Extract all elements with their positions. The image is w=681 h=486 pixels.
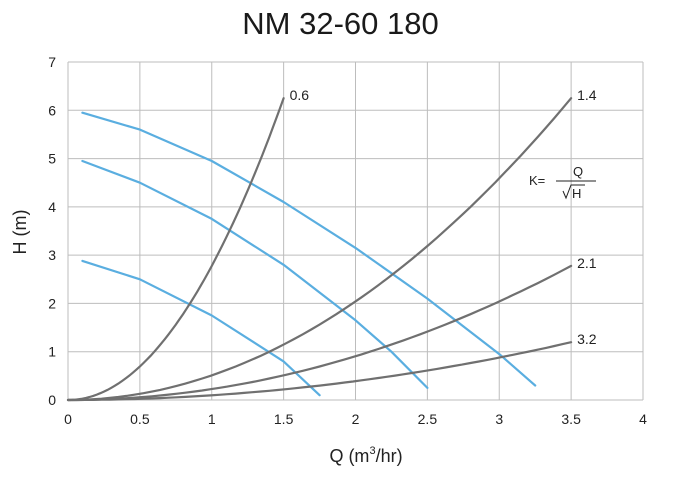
sqrt-sign: [562, 184, 585, 200]
system-curve-1.4: [66, 97, 573, 402]
system-curve-label: 2.1: [577, 255, 597, 271]
y-tick-label: 1: [48, 344, 56, 360]
x-tick-label: 0.5: [130, 411, 150, 427]
curve-labels: 0.6 1.4 2.1 3.2: [290, 87, 597, 347]
y-axis-label: H (m): [10, 210, 30, 255]
x-tick-label: 3.5: [561, 411, 581, 427]
system-curve-label: 3.2: [577, 331, 597, 347]
system-curve-0.6: [66, 97, 285, 402]
k-formula-numerator: Q: [573, 164, 583, 179]
x-tick-label: 3: [495, 411, 503, 427]
x-tick-label: 1: [208, 411, 216, 427]
chart-title: NM 32-60 180: [242, 6, 439, 41]
y-tick-label: 0: [48, 392, 56, 408]
x-tick-label: 1.5: [274, 411, 294, 427]
x-axis-label: Q (m3/hr): [329, 445, 402, 466]
x-tick-label: 2: [352, 411, 360, 427]
y-tick-label: 6: [48, 102, 56, 118]
system-curve-2.1: [66, 264, 573, 402]
y-tick-label: 5: [48, 151, 56, 167]
system-curve-label: 0.6: [290, 87, 310, 103]
x-tick-label: 2.5: [418, 411, 438, 427]
x-axis-label-main: Q (m: [329, 446, 369, 466]
x-axis-label-end: /hr): [376, 446, 403, 466]
y-tick-label: 3: [48, 247, 56, 263]
y-tick-label: 7: [48, 54, 56, 70]
k-formula: K= Q H: [529, 164, 596, 201]
system-curve-label: 1.4: [577, 87, 597, 103]
x-axis-ticks: 0 0.5 1 1.5 2 2.5 3 3.5 4: [64, 411, 647, 427]
pump-curve-line: [81, 159, 429, 389]
y-tick-label: 2: [48, 295, 56, 311]
x-axis-label-sup: 3: [369, 445, 375, 457]
series-lines: [66, 97, 573, 402]
k-formula-lhs: K=: [529, 173, 545, 188]
grid-lines: [67, 61, 644, 401]
x-tick-label: 4: [639, 411, 647, 427]
pump-curve-line: [81, 111, 537, 387]
y-axis-ticks: 0 1 2 3 4 5 6 7: [48, 54, 56, 408]
x-tick-label: 0: [64, 411, 72, 427]
system-curve-3.2: [66, 341, 573, 402]
k-formula-denominator: H: [572, 186, 581, 201]
y-tick-label: 4: [48, 199, 56, 215]
